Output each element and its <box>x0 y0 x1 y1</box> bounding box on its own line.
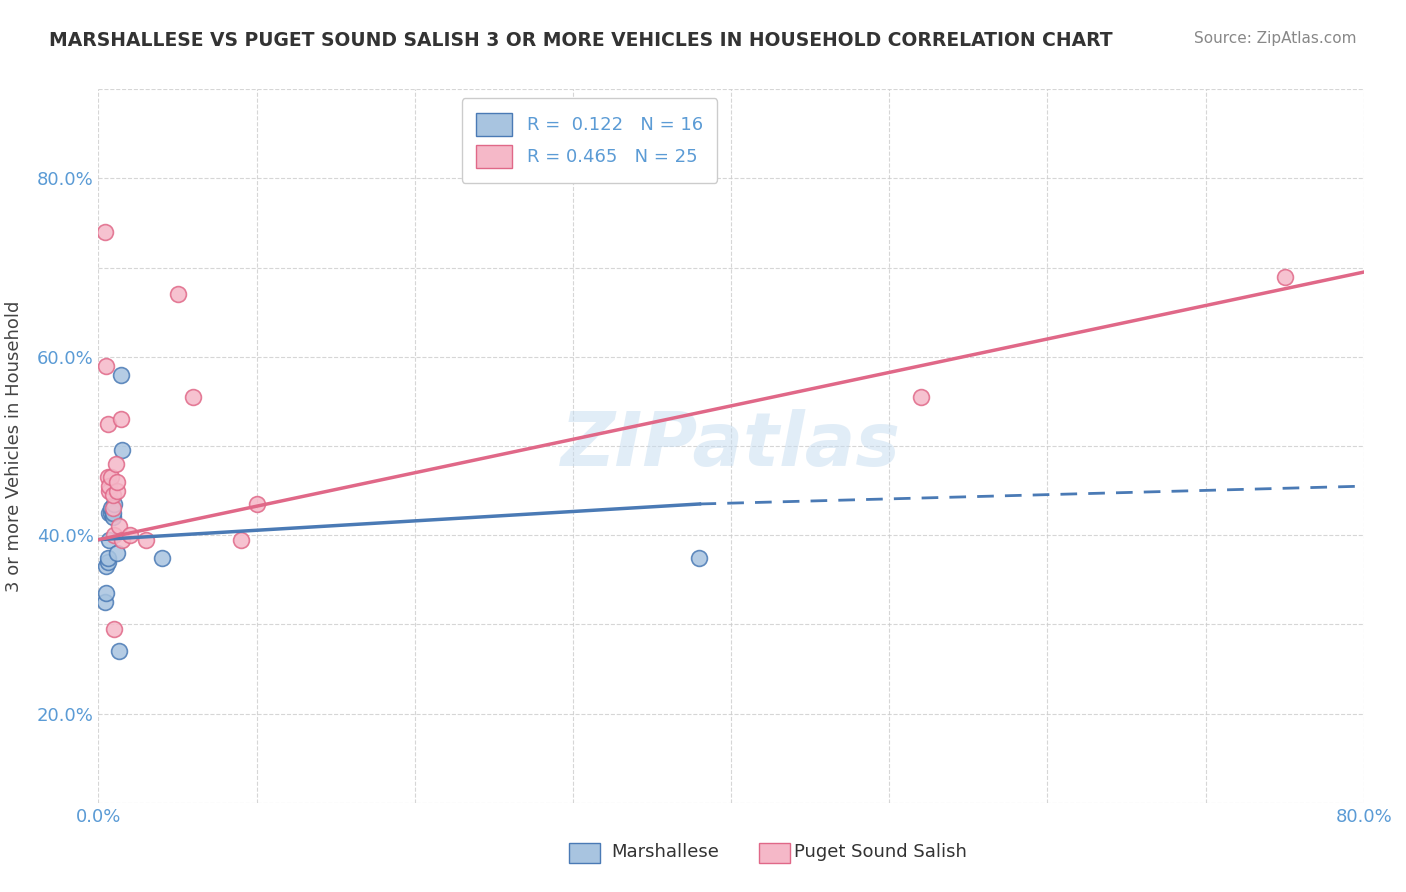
Point <box>98 533 121 547</box>
Point <box>229 533 252 547</box>
Text: Puget Sound Salish: Puget Sound Salish <box>794 843 967 861</box>
Point <box>103 622 125 636</box>
Text: ZIPatlas: ZIPatlas <box>561 409 901 483</box>
Point <box>110 412 132 426</box>
Point <box>120 528 141 542</box>
Y-axis label: 3 or more Vehicles in Household: 3 or more Vehicles in Household <box>4 301 22 591</box>
Point <box>107 483 129 498</box>
Point <box>104 457 127 471</box>
Point <box>97 417 120 431</box>
Point <box>111 533 134 547</box>
Point <box>246 497 269 511</box>
Point <box>96 559 118 574</box>
Text: Source: ZipAtlas.com: Source: ZipAtlas.com <box>1194 31 1357 46</box>
Point <box>101 510 124 524</box>
Point <box>97 470 120 484</box>
Point <box>101 488 124 502</box>
Point <box>100 501 122 516</box>
Point <box>1274 269 1296 284</box>
Text: MARSHALLESE VS PUGET SOUND SALISH 3 OR MORE VEHICLES IN HOUSEHOLD CORRELATION CH: MARSHALLESE VS PUGET SOUND SALISH 3 OR M… <box>49 31 1112 50</box>
Point <box>98 479 121 493</box>
Point <box>103 497 125 511</box>
Legend: R =  0.122   N = 16, R = 0.465   N = 25: R = 0.122 N = 16, R = 0.465 N = 25 <box>461 98 717 183</box>
Point <box>110 368 132 382</box>
Point <box>97 550 120 565</box>
Point <box>101 501 124 516</box>
Point <box>100 470 122 484</box>
Point <box>910 390 932 404</box>
Point <box>107 475 129 489</box>
Point <box>96 359 118 373</box>
Point <box>183 390 205 404</box>
Point <box>111 443 134 458</box>
Text: Marshallese: Marshallese <box>612 843 720 861</box>
Point <box>100 506 122 520</box>
Point <box>98 483 121 498</box>
Point <box>135 533 157 547</box>
Point <box>108 519 131 533</box>
Point <box>98 506 121 520</box>
Point <box>688 550 710 565</box>
Point <box>97 555 120 569</box>
Point <box>108 644 131 658</box>
Point <box>150 550 173 565</box>
Point <box>93 595 117 609</box>
Point <box>101 506 124 520</box>
Point <box>96 586 118 600</box>
Point <box>93 225 117 239</box>
Point <box>166 287 188 301</box>
Point <box>103 528 125 542</box>
Point <box>107 546 129 560</box>
